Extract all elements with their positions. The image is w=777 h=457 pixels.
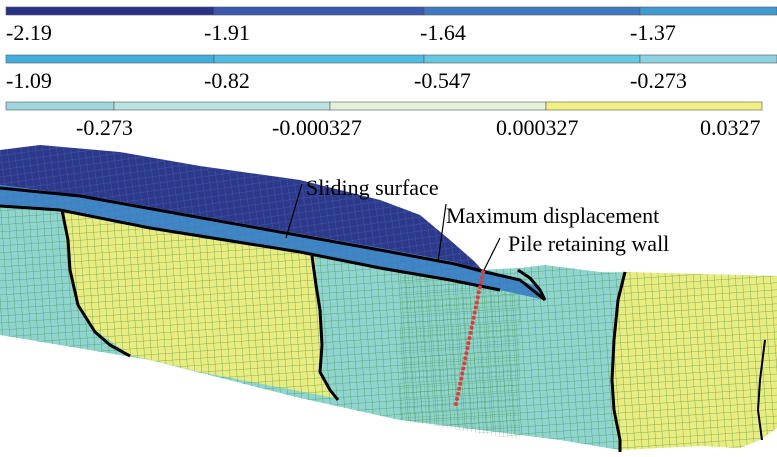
pile-node-marker [458, 381, 463, 386]
pile-node-marker [472, 310, 477, 315]
pile-node-marker [470, 320, 475, 325]
pile-node-marker [475, 295, 480, 300]
legend-row-2-bar [5, 54, 777, 64]
leader-pile-retaining-wall [483, 237, 501, 271]
pile-node-marker [455, 396, 459, 401]
pile-node-marker [481, 270, 485, 274]
legend-tick-label: 0.0327 [700, 115, 761, 140]
legend-tick-label: -0.82 [204, 68, 250, 93]
pile-node-marker [463, 356, 468, 361]
legend-tick-label: -1.91 [204, 20, 250, 45]
crack-right [610, 271, 627, 452]
legend-color-segment [639, 54, 777, 64]
crack-lines [0, 186, 766, 452]
legend-tick-label: -0.273 [76, 115, 133, 140]
pile-node-marker [464, 351, 469, 356]
pile-node-marker [461, 366, 466, 371]
legend-tick-label: -0.000327 [272, 115, 362, 140]
crack-right-far [757, 339, 766, 441]
annotation-sliding-surface: Sliding surface [306, 175, 439, 200]
annotation-pile-retaining-wall: Pile retaining wall [508, 231, 670, 256]
legend-row-3-bar [5, 101, 763, 111]
leader-maximum-displacement [437, 203, 447, 263]
pile-node-marker [462, 361, 467, 366]
sliding-surface-line [0, 186, 546, 302]
pile-node-marker [459, 376, 464, 381]
pile-retaining-wall [454, 270, 485, 406]
legend-tick-label: 0.000327 [496, 115, 579, 140]
legend-color-segment [545, 101, 763, 111]
pile-node-marker [473, 305, 478, 310]
pile-node-marker [477, 285, 482, 290]
pile-node-marker [476, 290, 481, 295]
legend-bars [5, 6, 777, 111]
pile-node-marker [471, 315, 476, 320]
legend-tick-label: -0.547 [414, 68, 471, 93]
crack-left [60, 209, 131, 358]
pile-node-marker [468, 330, 473, 335]
pile-node-marker [465, 346, 470, 351]
legend-tick-label: -1.09 [6, 68, 52, 93]
pile-node-marker [466, 341, 471, 346]
pile-node-marker [457, 386, 462, 391]
pile-node-marker [478, 280, 483, 285]
annotation-maximum-displacement: Maximum displacement [446, 203, 660, 228]
legend-tick-label: -1.64 [420, 20, 466, 45]
pile-node-marker [460, 371, 465, 376]
slip-band-lower-line [0, 204, 501, 292]
pile-node-marker [474, 300, 479, 305]
pile-node-marker [480, 275, 484, 280]
pile-node-marker [469, 325, 474, 330]
leader-lines [285, 183, 501, 271]
legend-color-segment [639, 6, 777, 16]
pile-node-marker [456, 391, 461, 396]
legend-tick-label: -2.19 [6, 20, 52, 45]
scarp-right [517, 268, 547, 301]
legend-tick-label: -1.37 [630, 20, 676, 45]
crack-middle [310, 255, 340, 401]
legend-tick-label: -0.273 [630, 68, 687, 93]
legend-row-1-bar [5, 6, 777, 16]
pile-node-marker [467, 336, 472, 340]
pile-node-marker [454, 402, 458, 406]
leader-sliding-surface [285, 183, 303, 239]
